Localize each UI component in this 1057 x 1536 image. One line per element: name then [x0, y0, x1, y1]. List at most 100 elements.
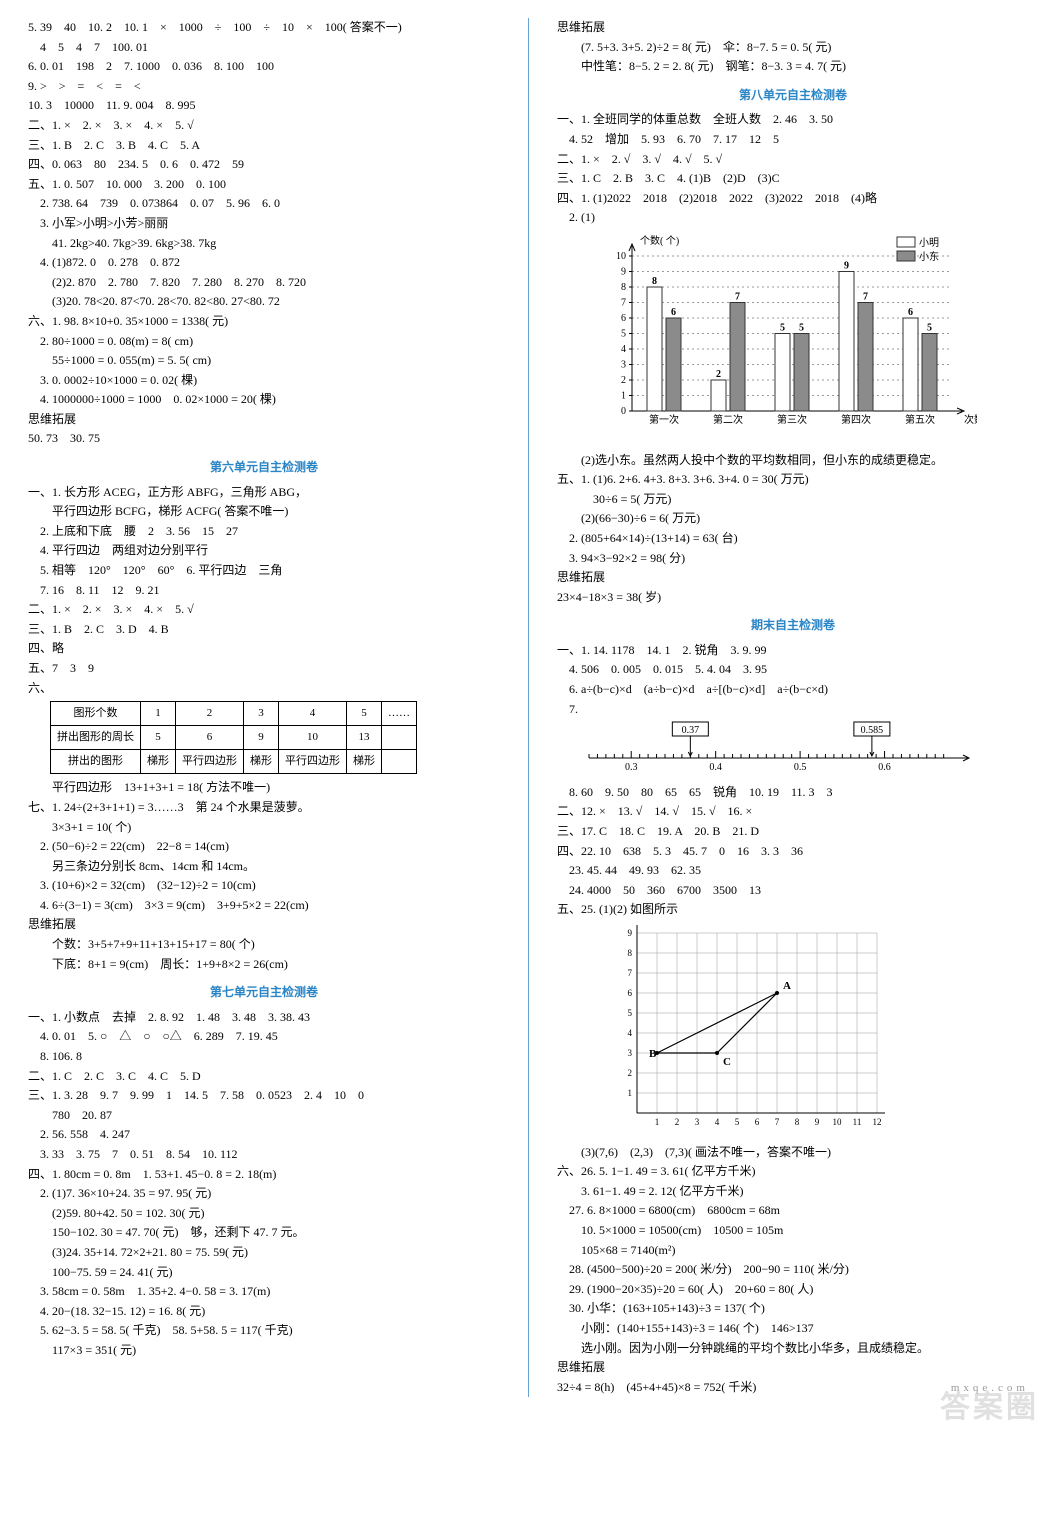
text-line: 5. 62−3. 5 = 58. 5( 千克) 58. 5+58. 5 = 11… — [50, 1321, 500, 1340]
text-line: 另三条边分别长 8cm、14cm 和 14cm。 — [50, 857, 500, 876]
text-line: 8. 106. 8 — [50, 1047, 500, 1066]
table-cell: 10 — [279, 726, 347, 750]
text-line: 4. 1000000÷1000 = 1000 0. 02×1000 = 20( … — [50, 390, 500, 409]
text-line: 3. 小军>小明>小芳>丽丽 — [50, 214, 500, 233]
text-line: 6. a÷(b−c)×d (a÷b−c)×d a÷[(b−c)×d] a÷(b−… — [579, 680, 1029, 699]
svg-text:5: 5 — [799, 322, 804, 333]
text-line: 10. 3 10000 11. 9. 004 8. 995 — [50, 96, 500, 115]
heading-unit7: 第七单元自主检测卷 — [28, 983, 500, 1002]
text-line: 23×4−18×3 = 38( 岁) — [579, 588, 1029, 607]
svg-text:1: 1 — [621, 390, 626, 401]
text-line: (7. 5+3. 3+5. 2)÷2 = 8( 元) 伞：8−7. 5 = 0.… — [579, 38, 1029, 57]
svg-text:7: 7 — [775, 1117, 780, 1127]
svg-text:1: 1 — [628, 1088, 633, 1098]
svg-text:0.37: 0.37 — [682, 725, 700, 736]
text-line: 3. 0. 0002÷10×1000 = 0. 02( 棵) — [50, 371, 500, 390]
text-line: 四、22. 10 638 5. 3 45. 7 0 16 3. 3 36 — [579, 842, 1029, 861]
table-cell: 拼出的图形 — [51, 750, 141, 774]
text-line: 29. (1900−20×35)÷20 = 60( 人) 20+60 = 80(… — [579, 1280, 1029, 1299]
right-column: 思维拓展 (7. 5+3. 3+5. 2)÷2 = 8( 元) 伞：8−7. 5… — [557, 18, 1029, 1397]
text-line: 思维拓展 — [579, 568, 1029, 587]
svg-text:第二次: 第二次 — [713, 413, 743, 426]
table-cell: 图形个数 — [51, 702, 141, 726]
table-cell: 梯形 — [141, 750, 176, 774]
svg-text:8: 8 — [628, 948, 633, 958]
text-line: 100−75. 59 = 24. 41( 元) — [50, 1263, 500, 1282]
text-line: 一、1. 小数点 去掉 2. 8. 92 1. 48 3. 48 3. 38. … — [50, 1008, 500, 1027]
number-line: 0.30.40.50.60.370.585 — [579, 720, 979, 775]
text-line: 2. 738. 64 739 0. 073864 0. 07 5. 96 6. … — [50, 194, 500, 213]
left-column: 5. 39 40 10. 2 10. 1 × 1000 ÷ 100 ÷ 10 ×… — [28, 18, 500, 1397]
svg-text:6: 6 — [628, 988, 633, 998]
text-line: 3. (10+6)×2 = 32(cm) (32−12)÷2 = 10(cm) — [50, 876, 500, 895]
svg-text:7: 7 — [863, 291, 868, 302]
svg-text:9: 9 — [621, 266, 626, 277]
svg-text:A: A — [783, 980, 791, 992]
text-line: 二、12. × 13. √ 14. √ 15. √ 16. × — [579, 802, 1029, 821]
svg-text:第三次: 第三次 — [777, 413, 807, 426]
text-line: 思维拓展 — [579, 18, 1029, 37]
svg-text:5: 5 — [628, 1008, 633, 1018]
text-line: 一、1. 全班同学的体重总数 全班人数 2. 46 3. 50 — [579, 110, 1029, 129]
text-line: 6. 0. 01 198 2 7. 1000 0. 036 8. 100 100 — [50, 57, 500, 76]
text-line: 28. (4500−500)÷20 = 200( 米/分) 200−90 = 1… — [579, 1260, 1029, 1279]
text-line: 4. (1)872. 0 0. 278 0. 872 — [50, 253, 500, 272]
svg-text:10: 10 — [833, 1117, 843, 1127]
table-cell: 4 — [279, 702, 347, 726]
svg-text:2: 2 — [716, 369, 721, 380]
text-line: 三、1. B 2. C 3. D 4. B — [50, 620, 500, 639]
svg-text:小东: 小东 — [919, 250, 939, 263]
text-line: 8. 60 9. 50 80 65 65 锐角 10. 19 11. 3 3 — [579, 783, 1029, 802]
table-cell: 13 — [347, 726, 382, 750]
text-line: 个数：3+5+7+9+11+13+15+17 = 80( 个) — [50, 935, 500, 954]
svg-text:7: 7 — [621, 297, 626, 308]
table-cell: 6 — [176, 726, 244, 750]
svg-text:6: 6 — [621, 313, 626, 324]
text-line: 3. 33 3. 75 7 0. 51 8. 54 10. 112 — [50, 1145, 500, 1164]
text-line: 二、1. × 2. × 3. × 4. × 5. √ — [50, 600, 500, 619]
text-line: 30. 小华：(163+105+143)÷3 = 137( 个) — [579, 1299, 1029, 1318]
table-cell: 2 — [176, 702, 244, 726]
coordinate-grid: 123456789101112123456789ABC — [617, 923, 897, 1133]
text-line: 4. 20−(18. 32−15. 12) = 16. 8( 元) — [50, 1302, 500, 1321]
svg-text:4: 4 — [715, 1117, 720, 1127]
svg-text:3: 3 — [695, 1117, 700, 1127]
text-line: 2. 上底和下底 腰 2 3. 56 15 27 — [50, 522, 500, 541]
text-line: (2)2. 870 2. 780 7. 820 7. 280 8. 270 8.… — [50, 273, 500, 292]
text-line: 23. 45. 44 49. 93 62. 35 — [579, 861, 1029, 880]
svg-text:第四次: 第四次 — [841, 413, 871, 426]
text-line: 六、1. 98. 8×10+0. 35×1000 = 1338( 元) — [50, 312, 500, 331]
svg-text:2: 2 — [621, 375, 626, 386]
text-line: 下底：8+1 = 9(cm) 周长：1+9+8×2 = 26(cm) — [50, 955, 500, 974]
text-line: 四、0. 063 80 234. 5 0. 6 0. 472 59 — [50, 155, 500, 174]
svg-text:1: 1 — [655, 1117, 660, 1127]
svg-text:7: 7 — [735, 291, 740, 302]
text-line: 六、26. 5. 1−1. 49 = 3. 61( 亿平方千米) — [579, 1162, 1029, 1181]
text-line: 27. 6. 8×1000 = 6800(cm) 6800cm = 68m — [579, 1201, 1029, 1220]
svg-text:5: 5 — [735, 1117, 740, 1127]
text-line: 四、略 — [50, 639, 500, 658]
svg-text:5: 5 — [780, 322, 785, 333]
table-cell: 平行四边形 — [176, 750, 244, 774]
text-line: (2)(66−30)÷6 = 6( 万元) — [579, 509, 1029, 528]
text-line: 2. (1)7. 36×10+24. 35 = 97. 95( 元) — [50, 1184, 500, 1203]
svg-text:2: 2 — [628, 1068, 633, 1078]
svg-text:0.3: 0.3 — [625, 762, 638, 773]
svg-text:0.6: 0.6 — [878, 762, 891, 773]
svg-text:次数: 次数 — [964, 413, 977, 426]
text-line: 10. 5×1000 = 10500(cm) 10500 = 105m — [579, 1221, 1029, 1240]
table-cell: 5 — [347, 702, 382, 726]
text-line: 五、1. (1)6. 2+6. 4+3. 8+3. 3+6. 3+4. 0 = … — [579, 470, 1029, 489]
svg-text:个数( 个): 个数( 个) — [640, 234, 679, 247]
text-line: 150−102. 30 = 47. 70( 元) 够，还剩下 47. 7 元。 — [50, 1223, 500, 1242]
text-line: 2. (50−6)÷2 = 22(cm) 22−8 = 14(cm) — [50, 837, 500, 856]
svg-text:10: 10 — [616, 251, 626, 262]
text-line: 4. 6÷(3−1) = 3(cm) 3×3 = 9(cm) 3+9+5×2 =… — [50, 896, 500, 915]
bar-chart: 012345678910个数( 个)次数小明小东86第一次27第二次55第三次9… — [597, 231, 977, 441]
svg-text:5: 5 — [927, 322, 932, 333]
svg-text:9: 9 — [844, 260, 849, 271]
text-line: 105×68 = 7140(m²) — [579, 1241, 1029, 1260]
text-line: 117×3 = 351( 元) — [50, 1341, 500, 1360]
text-line: 4 5 4 7 100. 01 — [50, 38, 500, 57]
text-line: 思维拓展 — [50, 915, 500, 934]
